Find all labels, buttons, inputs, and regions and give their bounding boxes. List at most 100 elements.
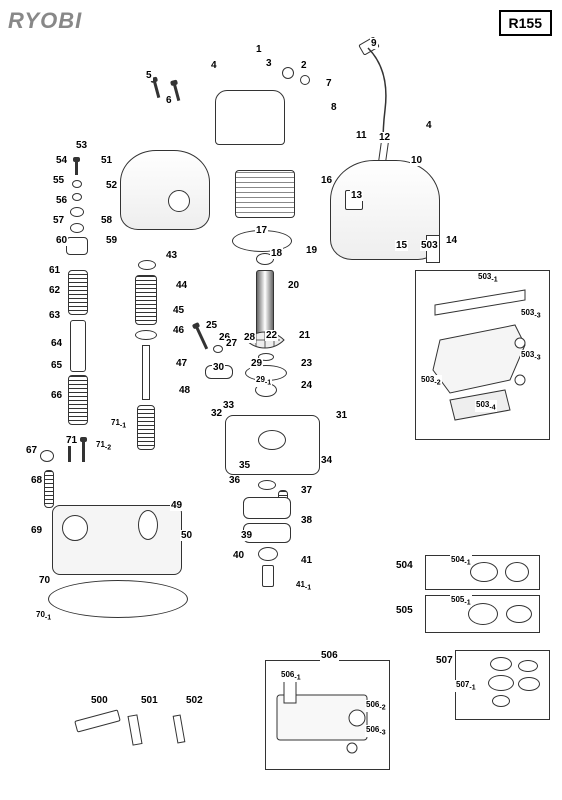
callout-67: 67 xyxy=(25,445,38,456)
cap-detail xyxy=(300,75,310,85)
callout-47: 47 xyxy=(175,358,188,369)
callout-506-1: 506-1 xyxy=(280,670,302,682)
callout-15: 15 xyxy=(395,240,408,251)
callout-501: 501 xyxy=(140,695,159,706)
knob xyxy=(66,237,88,255)
screw xyxy=(173,83,181,101)
bushing xyxy=(506,605,532,623)
callout-503-1: 503-1 xyxy=(477,272,499,284)
callout-503-3: 503-3 xyxy=(520,350,542,362)
cap-detail xyxy=(282,67,294,79)
screw xyxy=(153,80,161,98)
callout-25: 25 xyxy=(205,320,218,331)
collet-nut xyxy=(258,547,278,561)
callout-22: 22 xyxy=(265,330,278,341)
bushing xyxy=(468,603,498,625)
callout-502: 502 xyxy=(185,695,204,706)
base-plate xyxy=(48,580,188,618)
callout-54: 54 xyxy=(55,155,68,166)
screw xyxy=(82,440,85,462)
ring xyxy=(135,330,157,340)
callout-56: 56 xyxy=(55,195,68,206)
callout-58: 58 xyxy=(100,215,113,226)
column-tube xyxy=(70,320,86,372)
stator xyxy=(235,170,295,218)
retainer xyxy=(258,480,276,490)
callout-13: 13 xyxy=(350,190,363,201)
callout-34: 34 xyxy=(320,455,333,466)
callout-59: 59 xyxy=(105,235,118,246)
column-guide xyxy=(138,510,158,540)
callout-28: 28 xyxy=(243,332,256,343)
callout-33: 33 xyxy=(222,400,235,411)
callout-37: 37 xyxy=(300,485,313,496)
top-cap xyxy=(215,90,285,145)
callout-49: 49 xyxy=(170,500,183,511)
hex-nut xyxy=(40,450,54,462)
wrench xyxy=(74,709,121,732)
callout-35: 35 xyxy=(238,460,251,471)
callout-5: 5 xyxy=(145,70,153,81)
collet xyxy=(262,565,274,587)
callout-36: 36 xyxy=(228,475,241,486)
callout-41-1: 41-1 xyxy=(295,580,312,592)
callout-69: 69 xyxy=(30,525,43,536)
left-handle xyxy=(120,150,210,230)
callout-68: 68 xyxy=(30,475,43,486)
collet-part xyxy=(490,657,512,671)
callout-500: 500 xyxy=(90,695,109,706)
washer xyxy=(213,345,223,353)
callout-16: 16 xyxy=(320,175,333,186)
callout-64: 64 xyxy=(50,338,63,349)
callout-44: 44 xyxy=(175,280,188,291)
callout-506: 506 xyxy=(320,650,339,661)
column-spring xyxy=(68,270,88,315)
callout-71-2: 71-2 xyxy=(95,440,112,452)
callout-43: 43 xyxy=(165,250,178,261)
column-spring xyxy=(137,405,155,450)
callout-71-1: 71-1 xyxy=(110,418,127,430)
callout-57: 57 xyxy=(52,215,65,226)
callout-506-3: 506-3 xyxy=(365,725,387,737)
callout-21: 21 xyxy=(298,330,311,341)
lock-spring xyxy=(44,470,54,508)
callout-11: 11 xyxy=(355,130,368,141)
callout-66: 66 xyxy=(50,390,63,401)
callout-507-1: 507-1 xyxy=(455,680,477,692)
brand-logo: RYOBI xyxy=(8,8,82,34)
callout-29: 29 xyxy=(250,358,263,369)
callout-3: 3 xyxy=(265,58,273,69)
collet-part xyxy=(518,660,538,672)
callout-55: 55 xyxy=(52,175,65,186)
callout-38: 38 xyxy=(300,515,313,526)
callout-51: 51 xyxy=(100,155,113,166)
callout-506-2: 506-2 xyxy=(365,700,387,712)
collet-part xyxy=(492,695,510,707)
collet-part xyxy=(488,675,514,691)
nut xyxy=(70,223,84,233)
callout-60: 60 xyxy=(55,235,68,246)
callout-504-1: 504-1 xyxy=(450,555,472,567)
cap xyxy=(138,260,156,270)
callout-19: 19 xyxy=(305,245,318,256)
callout-31: 31 xyxy=(335,410,348,421)
clamp-plate xyxy=(243,497,291,519)
column-spring xyxy=(68,375,88,425)
callout-46: 46 xyxy=(172,325,185,336)
nut xyxy=(72,193,82,201)
callout-12: 12 xyxy=(378,132,391,143)
column-spring xyxy=(135,275,157,325)
callout-23: 23 xyxy=(300,358,313,369)
callout-6: 6 xyxy=(165,95,173,106)
template-guide xyxy=(470,562,498,582)
trigger xyxy=(168,190,190,212)
callout-48: 48 xyxy=(178,385,191,396)
callout-9: 9 xyxy=(370,38,378,49)
callout-17: 17 xyxy=(255,225,268,236)
housing-hole xyxy=(258,430,286,450)
callout-20: 20 xyxy=(287,280,300,291)
shaft xyxy=(142,345,150,400)
callout-53: 53 xyxy=(75,140,88,151)
callout-10: 10 xyxy=(410,155,423,166)
edge-guide xyxy=(272,670,382,765)
